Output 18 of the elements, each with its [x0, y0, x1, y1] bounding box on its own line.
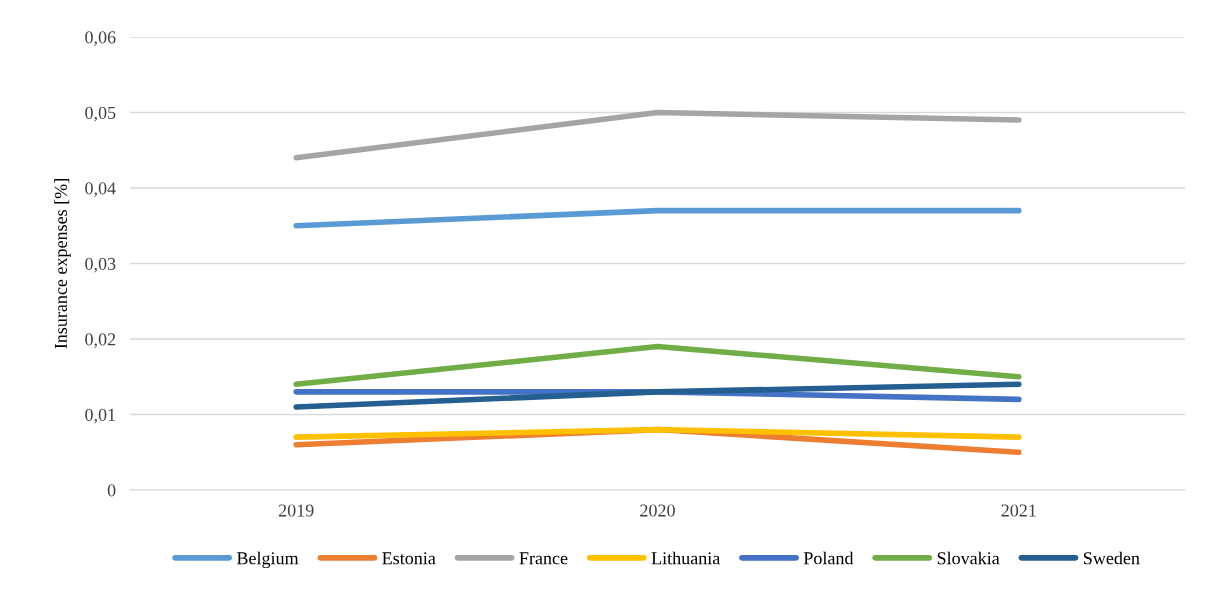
legend-label: Poland: [803, 551, 854, 565]
y-tick-label: 0,03: [85, 257, 116, 273]
legend-label: Belgium: [236, 551, 299, 569]
legend-label: Estonia: [382, 552, 436, 565]
y-tick-label: 0,04: [85, 182, 116, 198]
legend-label: Lithuania: [651, 551, 721, 565]
x-tick-label: 2021: [1001, 504, 1036, 517]
legend-label: Slovakia: [937, 551, 1000, 565]
y-tick-label: 0: [107, 484, 116, 497]
legend-label: Sweden: [1083, 551, 1140, 565]
x-tick-label: 2019: [278, 504, 314, 517]
y-tick-label: 0,06: [85, 31, 116, 47]
y-tick-label: 0,05: [85, 106, 116, 122]
x-tick-label: 2020: [640, 504, 675, 517]
legend-label: France: [519, 552, 568, 565]
y-axis-title: Insurance expenses [%]: [54, 179, 71, 349]
y-tick-label: 0,02: [85, 333, 116, 349]
y-tick-label: 0,01: [85, 408, 116, 424]
